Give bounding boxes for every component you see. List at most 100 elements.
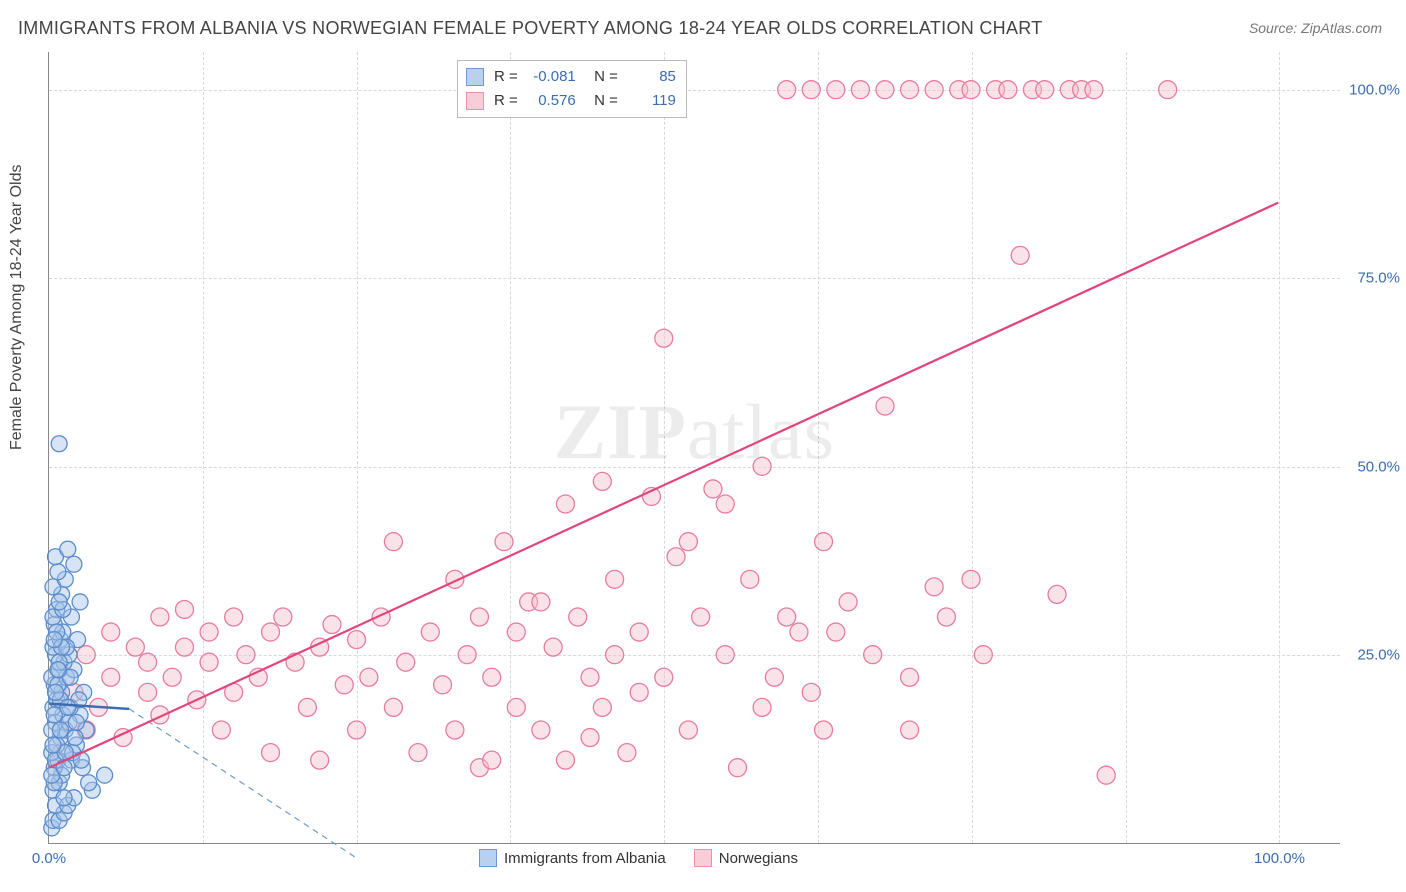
data-point [593,698,611,716]
data-point [1159,81,1177,99]
data-point [729,759,747,777]
data-point [716,646,734,664]
legend-stats-row-albania: R = -0.081 N = 85 [466,65,676,89]
y-axis-label: Female Poverty Among 18-24 Year Olds [8,165,26,451]
data-point [483,751,501,769]
data-point [827,623,845,641]
data-point [569,608,587,626]
data-point [937,608,955,626]
n-value-norwegians: 119 [626,89,676,113]
data-point [176,638,194,656]
source-label: Source: ZipAtlas.com [1249,20,1382,36]
data-point [655,668,673,686]
data-point [999,81,1017,99]
data-point [532,721,550,739]
data-point [1097,766,1115,784]
data-point [68,714,84,730]
data-point [827,81,845,99]
data-point [544,638,562,656]
data-point [802,683,820,701]
data-point [962,570,980,588]
data-point [60,541,76,557]
data-point [1036,81,1054,99]
data-point [1085,81,1103,99]
data-point [348,631,366,649]
y-tick-label: 100.0% [1345,81,1400,98]
r-value-norwegians: 0.576 [526,89,576,113]
n-label: N = [586,89,618,113]
swatch-norwegians [694,849,712,867]
data-point [139,653,157,671]
data-point [593,472,611,490]
data-point [163,668,181,686]
data-point [66,556,82,572]
data-point [655,329,673,347]
data-point [323,616,341,634]
data-point [409,744,427,762]
data-point [679,721,697,739]
data-point [630,683,648,701]
data-point [434,676,452,694]
legend-bottom: Immigrants from Albania Norwegians [479,849,798,867]
data-point [200,653,218,671]
data-point [348,721,366,739]
legend-label-albania: Immigrants from Albania [504,850,666,867]
data-point [397,653,415,671]
data-point [483,668,501,686]
data-point [716,495,734,513]
data-point [262,623,280,641]
data-point [507,623,525,641]
data-point [679,533,697,551]
data-point [1011,246,1029,264]
data-point [630,623,648,641]
data-point [384,698,402,716]
data-point [335,676,353,694]
data-point [876,397,894,415]
data-point [581,729,599,747]
legend-label-norwegians: Norwegians [719,850,798,867]
data-point [50,662,66,678]
data-point [139,683,157,701]
data-point [200,623,218,641]
data-point [237,646,255,664]
plot-area: ZIPatlas R = -0.081 N = 85 R = 0.576 N =… [48,52,1340,844]
x-tick-label: 0.0% [32,850,66,867]
data-point [507,698,525,716]
data-point [81,775,97,791]
legend-stats-row-norwegians: R = 0.576 N = 119 [466,89,676,113]
data-point [790,623,808,641]
data-point [97,767,113,783]
data-point [72,594,88,610]
data-point [225,608,243,626]
data-point [618,744,636,762]
data-point [421,623,439,641]
data-point [606,570,624,588]
data-point [839,593,857,611]
y-tick-label: 25.0% [1345,647,1400,664]
r-value-albania: -0.081 [526,65,576,89]
data-point [778,81,796,99]
data-point [274,608,292,626]
data-point [311,751,329,769]
data-point [532,593,550,611]
x-tick-label: 100.0% [1254,850,1305,867]
data-point [176,600,194,618]
data-point [60,699,76,715]
swatch-albania [479,849,497,867]
data-point [901,721,919,739]
data-point [102,623,120,641]
data-point [495,533,513,551]
data-point [360,668,378,686]
data-point [151,608,169,626]
data-point [556,495,574,513]
data-point [56,790,72,806]
data-point [51,594,67,610]
data-point [1048,585,1066,603]
y-tick-label: 50.0% [1345,458,1400,475]
trend-extrapolation [129,709,356,858]
data-point [556,751,574,769]
data-point [815,533,833,551]
data-point [974,646,992,664]
r-label: R = [494,65,518,89]
data-point [446,721,464,739]
